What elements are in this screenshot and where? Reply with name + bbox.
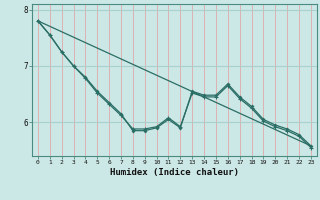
X-axis label: Humidex (Indice chaleur): Humidex (Indice chaleur) xyxy=(110,168,239,177)
